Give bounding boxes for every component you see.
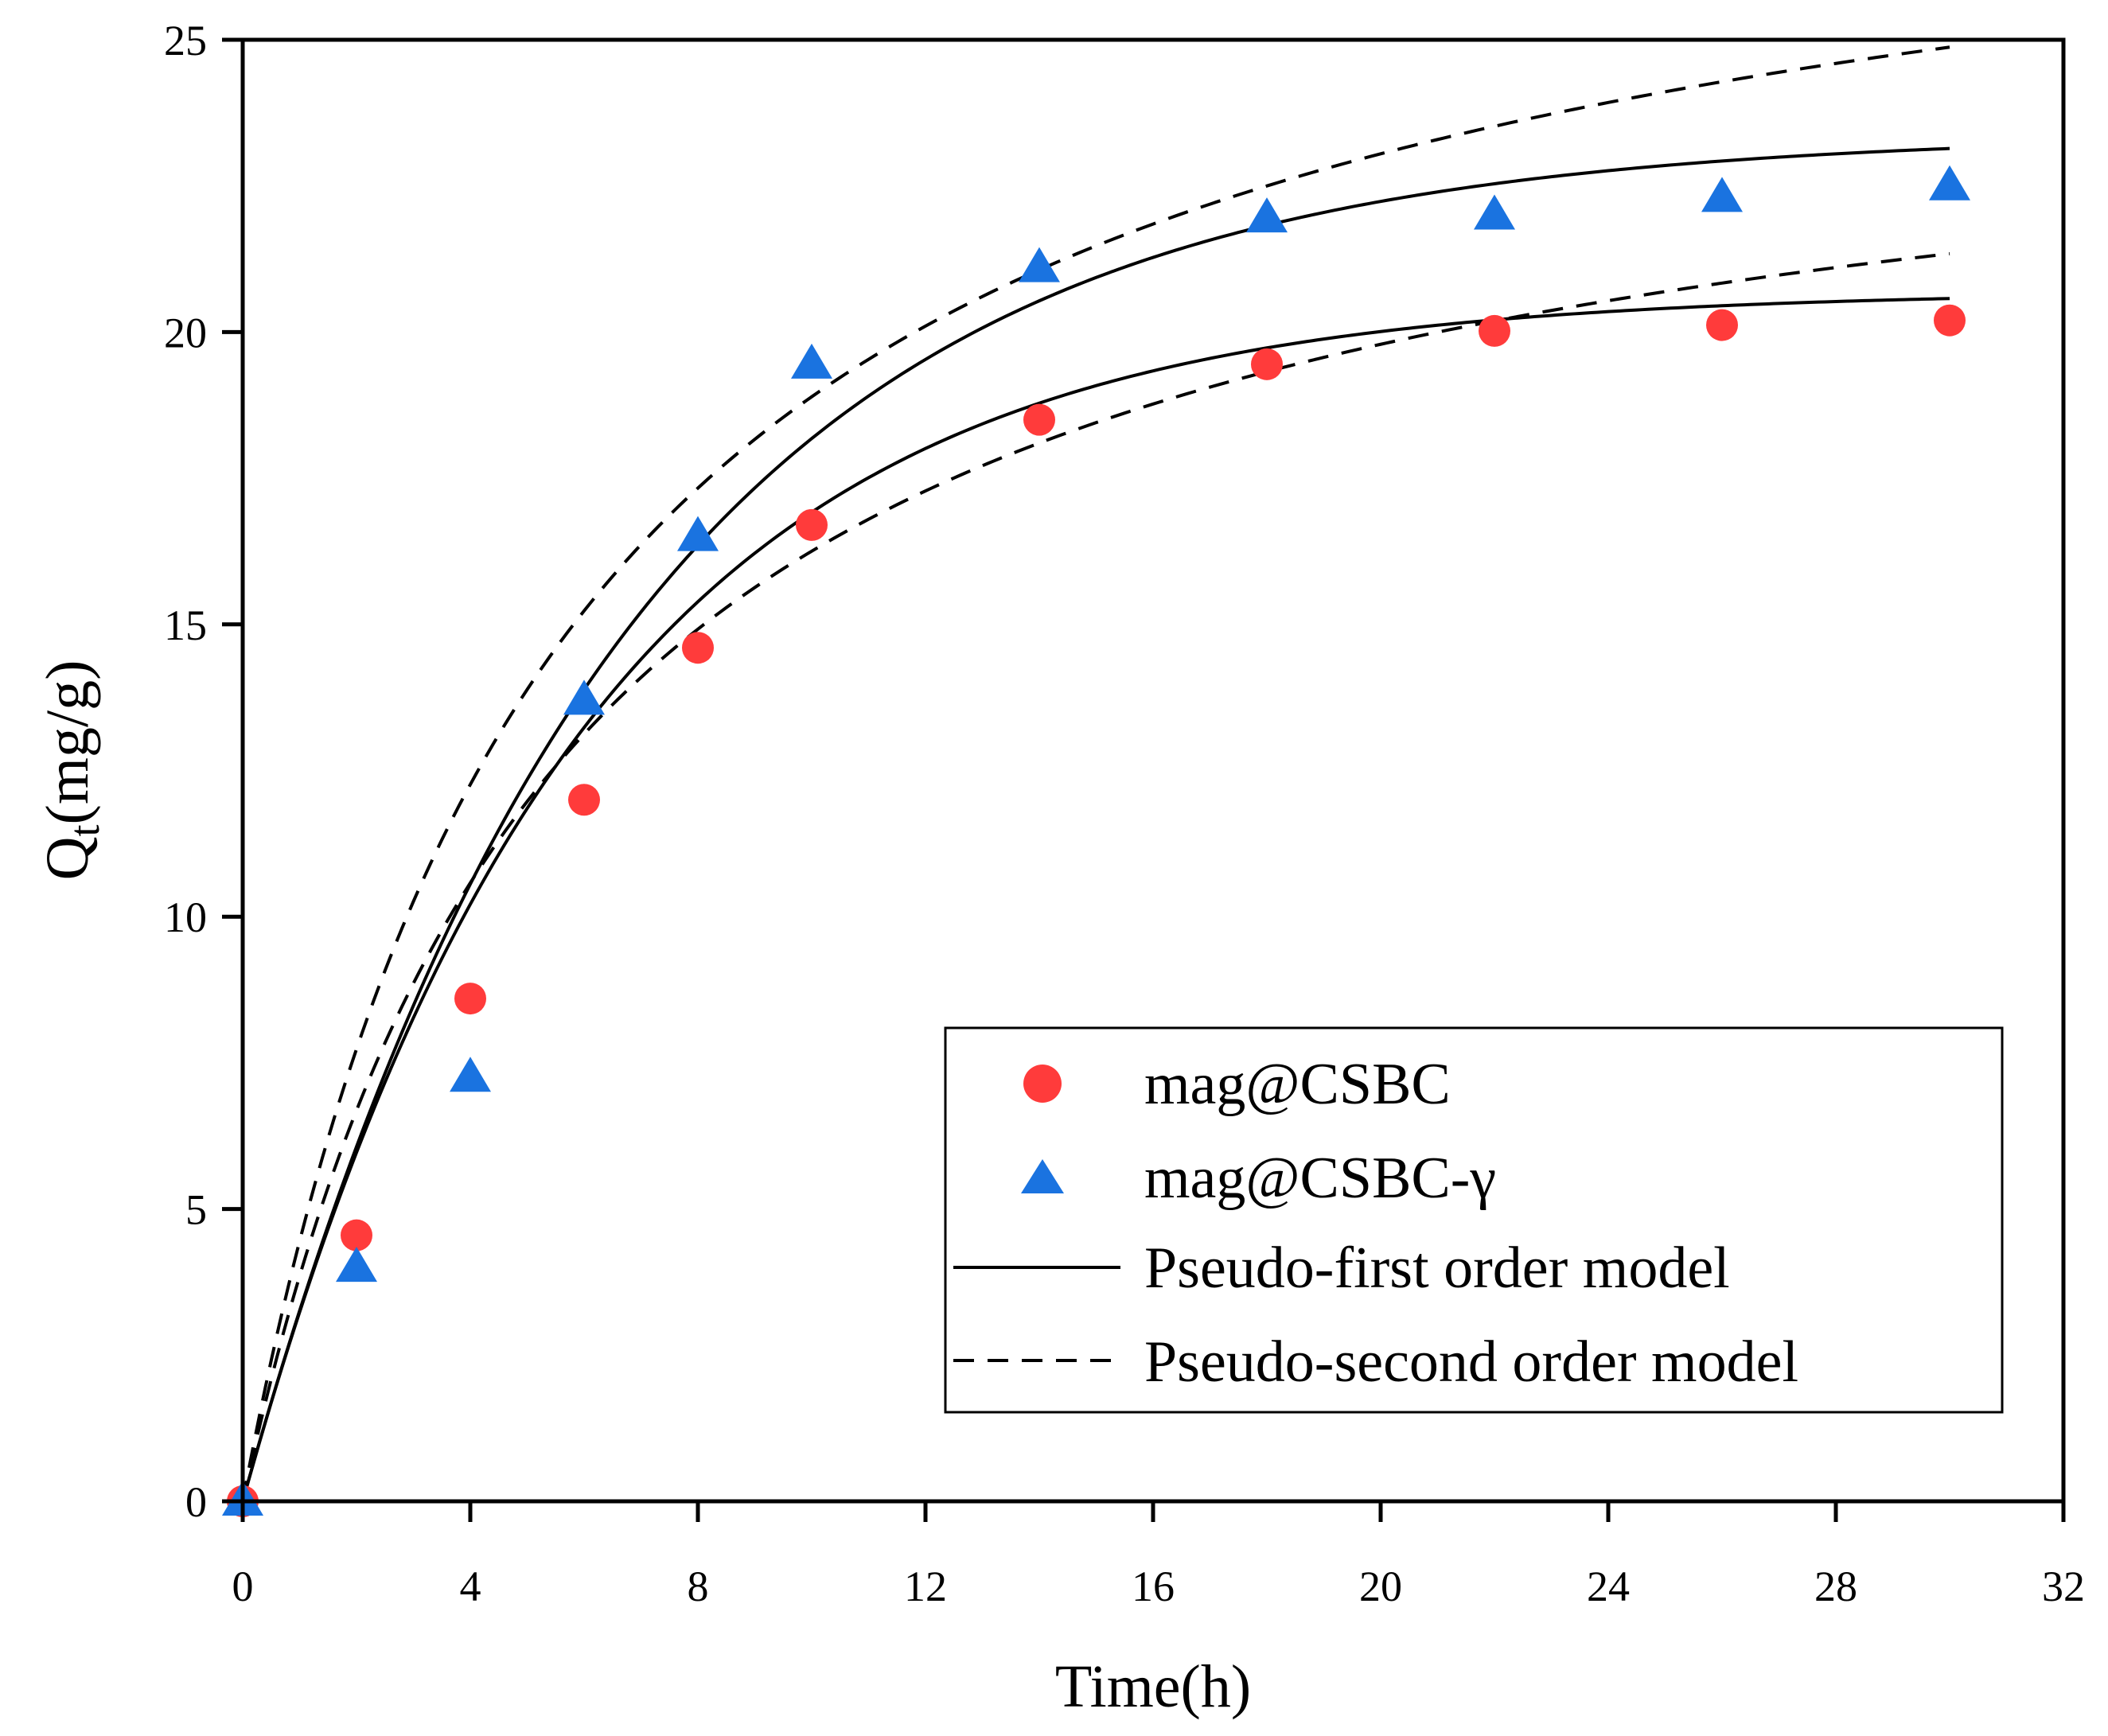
- x-tick-label: 32: [2042, 1563, 2085, 1610]
- data-point-mag-csbc: [682, 632, 714, 664]
- legend-label-pseudo-first: Pseudo-first order model: [1144, 1236, 1730, 1301]
- x-tick-label: 28: [1814, 1563, 1857, 1610]
- x-axis-title: Time(h): [1055, 1653, 1251, 1720]
- x-tick-label: 4: [460, 1563, 481, 1610]
- y-axis-title-unit: (mg/g): [34, 660, 101, 825]
- data-point-mag-csbc-gamma: [563, 679, 605, 715]
- legend-label-pseudo-second: Pseudo-second order model: [1144, 1329, 1798, 1395]
- legend-marker-mag-csbc: [1023, 1065, 1062, 1103]
- y-axis-title-main: Q: [34, 836, 101, 880]
- y-tick-label: 15: [164, 601, 207, 649]
- x-tick-label: 20: [1359, 1563, 1402, 1610]
- y-tick-label: 0: [185, 1478, 207, 1526]
- x-tick-label: 16: [1132, 1563, 1175, 1610]
- data-point-mag-csbc: [454, 983, 486, 1015]
- data-point-mag-csbc-gamma: [1246, 197, 1288, 233]
- x-axis-ticks: 0 4 8 12 16 20 24 28 32: [232, 1501, 2085, 1610]
- data-point-mag-csbc-gamma: [336, 1247, 377, 1283]
- data-point-mag-csbc: [341, 1219, 372, 1251]
- data-point-mag-csbc-gamma: [1929, 165, 1970, 200]
- legend-label-mag-csbc-gamma: mag@CSBC-γ: [1144, 1146, 1496, 1211]
- y-axis-title: Qt(mg/g): [34, 660, 108, 881]
- data-point-mag-csbc-gamma: [677, 516, 719, 551]
- y-axis-title-subscript: t: [60, 824, 108, 836]
- legend-label-mag-csbc: mag@CSBC: [1144, 1052, 1451, 1117]
- pseudo-first-order-curve: [241, 297, 1950, 1502]
- pseudo-second-order-curve: [241, 45, 1950, 1502]
- data-point-mag-csbc-gamma: [1474, 194, 1515, 230]
- y-tick-label: 25: [164, 17, 207, 64]
- y-axis-ticks: 0 5 10 15 20 25: [164, 17, 243, 1526]
- y-tick-label: 10: [164, 893, 207, 941]
- pseudo-first-order-curve: [241, 146, 1950, 1502]
- data-points: [222, 165, 1970, 1517]
- x-tick-label: 8: [688, 1563, 709, 1610]
- x-tick-label: 0: [232, 1563, 254, 1610]
- x-tick-label: 24: [1587, 1563, 1630, 1610]
- legend-box: [944, 1026, 2004, 1414]
- data-point-mag-csbc-gamma: [450, 1057, 491, 1092]
- x-tick-label: 12: [904, 1563, 947, 1610]
- fit-curves: [241, 45, 1950, 1502]
- legend: mag@CSBC mag@CSBC-γ Pseudo-first order m…: [944, 1026, 2004, 1414]
- data-point-mag-csbc: [568, 784, 600, 816]
- data-point-mag-csbc-gamma: [791, 343, 832, 379]
- data-point-mag-csbc-gamma: [1701, 177, 1743, 212]
- data-point-mag-csbc: [1251, 348, 1283, 380]
- y-tick-label: 5: [185, 1186, 207, 1234]
- data-point-mag-csbc: [1706, 309, 1738, 341]
- data-point-mag-csbc: [1479, 314, 1510, 347]
- legend-marker-mag-csbc-gamma: [1021, 1159, 1064, 1193]
- data-point-mag-csbc-gamma: [1019, 247, 1060, 282]
- data-point-mag-csbc: [1934, 304, 1966, 337]
- pseudo-second-order-curve: [241, 251, 1950, 1502]
- data-point-mag-csbc: [796, 508, 828, 541]
- data-point-mag-csbc: [1023, 403, 1055, 436]
- y-tick-label: 20: [164, 309, 207, 356]
